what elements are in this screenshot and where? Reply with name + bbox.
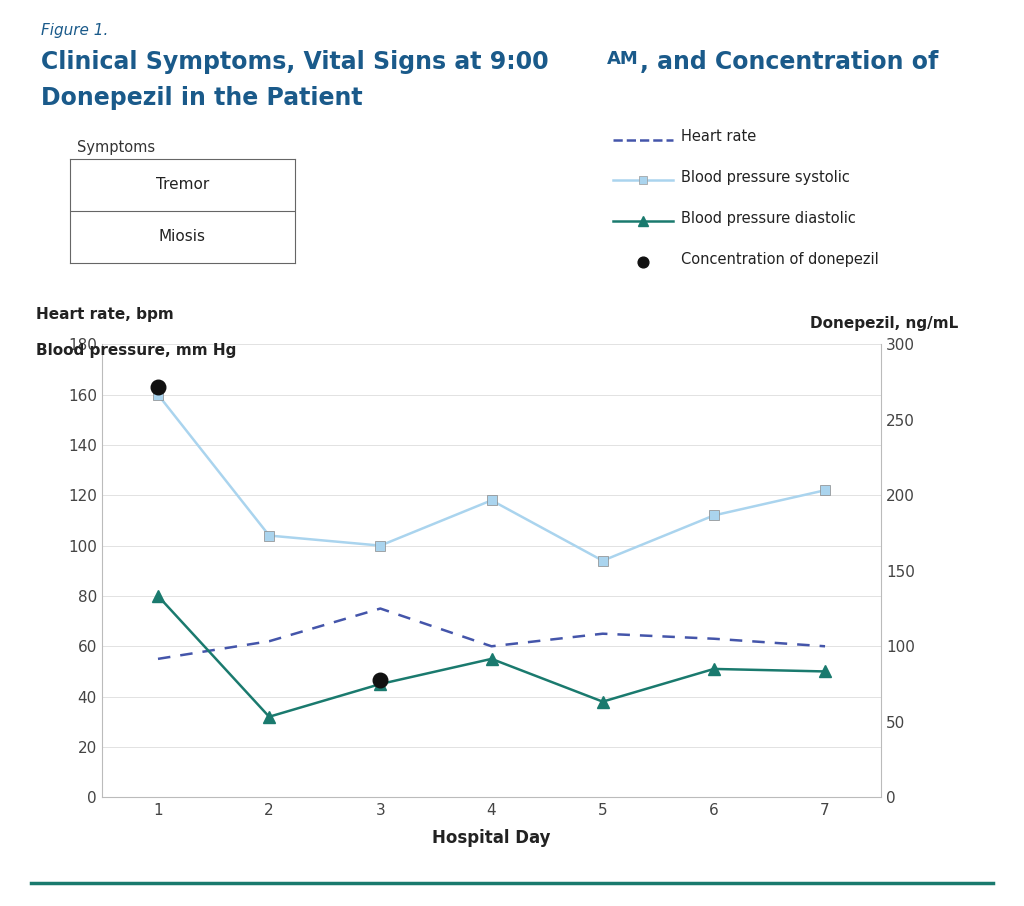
X-axis label: Hospital Day: Hospital Day [432, 829, 551, 847]
Text: Miosis: Miosis [159, 229, 206, 245]
Text: Symptoms: Symptoms [77, 140, 155, 156]
Text: Concentration of donepezil: Concentration of donepezil [681, 252, 879, 266]
Text: , and Concentration of: , and Concentration of [640, 50, 938, 73]
Text: Blood pressure diastolic: Blood pressure diastolic [681, 211, 856, 226]
Text: Heart rate: Heart rate [681, 130, 756, 144]
Text: Donepezil, ng/mL: Donepezil, ng/mL [810, 315, 958, 331]
Text: Figure 1.: Figure 1. [41, 23, 109, 38]
Text: Blood pressure, mm Hg: Blood pressure, mm Hg [36, 342, 237, 358]
Point [372, 672, 388, 687]
Text: Clinical Symptoms, Vital Signs at 9:00: Clinical Symptoms, Vital Signs at 9:00 [41, 50, 557, 73]
Point [150, 380, 166, 394]
Text: Donepezil in the Patient: Donepezil in the Patient [41, 86, 362, 110]
Text: Blood pressure systolic: Blood pressure systolic [681, 170, 850, 185]
Text: Tremor: Tremor [156, 177, 209, 192]
Text: Heart rate, bpm: Heart rate, bpm [36, 306, 174, 322]
Point [634, 255, 651, 269]
Text: AM: AM [607, 50, 639, 68]
